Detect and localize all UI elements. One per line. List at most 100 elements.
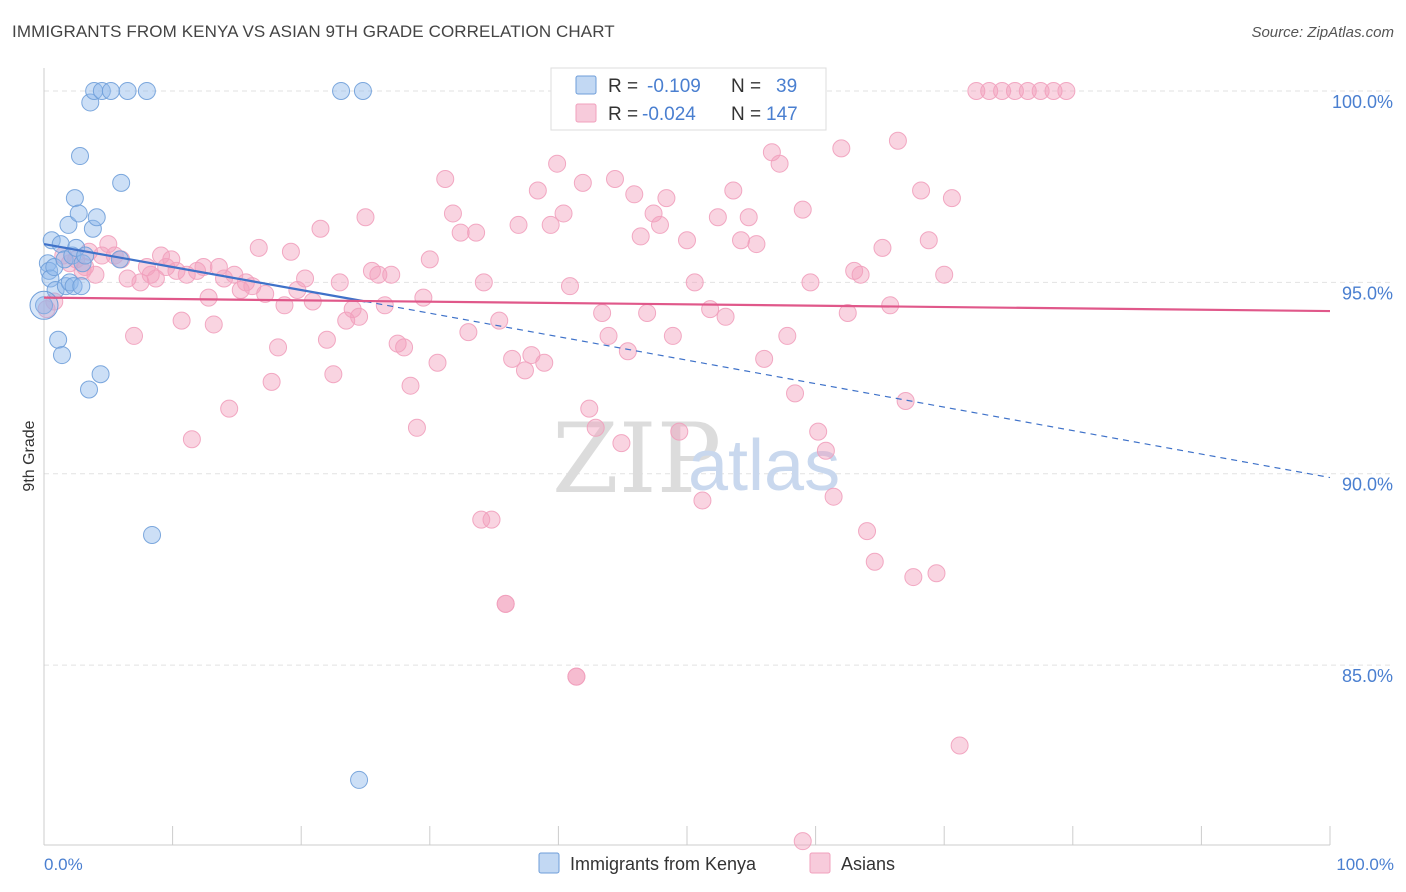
asians-point: [199, 288, 218, 307]
asians-point: [496, 594, 515, 613]
asians-point: [369, 265, 388, 284]
kenya-point: [83, 219, 102, 238]
asians-point: [770, 154, 789, 173]
asians-point: [739, 208, 758, 227]
kenya-point: [92, 81, 111, 100]
asians-point: [693, 491, 712, 510]
asians-point: [330, 273, 349, 292]
x-tick-label-min: 0.0%: [44, 855, 83, 874]
asians-point: [599, 326, 618, 345]
asians-point: [311, 219, 330, 238]
kenya-point: [45, 258, 64, 277]
asians-point: [395, 338, 414, 357]
bottom-legend-swatch-kenya: [538, 852, 560, 874]
asians-point: [172, 311, 191, 330]
asians-point: [204, 315, 223, 334]
kenya-point: [81, 93, 100, 112]
asians-point: [888, 131, 907, 150]
asians-point: [482, 510, 501, 529]
kenya-trend-line-dashed: [365, 300, 1331, 479]
asians-point: [967, 81, 986, 100]
asians-point: [296, 269, 315, 288]
kenya-points: [29, 81, 372, 789]
asians-point: [657, 189, 676, 208]
asians-point: [541, 215, 560, 234]
y-tick-label: 90.0%: [1342, 475, 1393, 495]
asians-point: [503, 349, 522, 368]
kenya-point: [137, 81, 156, 100]
kenya-trend-line-solid: [43, 242, 366, 303]
kenya-point: [143, 525, 162, 544]
asians-point: [927, 564, 946, 583]
kenya-point: [71, 147, 90, 166]
asians-point: [950, 736, 969, 755]
asians-point: [873, 238, 892, 257]
asians-point: [904, 568, 923, 587]
asians-point: [793, 832, 812, 851]
asians-point: [980, 81, 999, 100]
asians-point: [443, 204, 462, 223]
correlation-legend: R = -0.109 N = 39 R = -0.024 N = 147: [550, 67, 827, 131]
kenya-point: [112, 173, 131, 192]
legend-n-label-kenya: N =: [731, 76, 761, 97]
asians-point: [356, 208, 375, 227]
asians-point: [809, 422, 828, 441]
legend-n-value-kenya: 39: [776, 76, 797, 97]
legend-box: [550, 67, 827, 131]
asians-point: [618, 342, 637, 361]
asians-point: [935, 265, 954, 284]
kenya-point: [118, 81, 137, 100]
asians-point: [650, 215, 669, 234]
bottom-legend-label-kenya: Immigrants from Kenya: [570, 854, 757, 874]
asians-point: [1044, 81, 1063, 100]
bottom-legend-label-asians: Asians: [841, 854, 895, 874]
asians-point: [324, 365, 343, 384]
asians-point: [865, 552, 884, 571]
asians-points: [37, 81, 1076, 851]
asians-trend-line: [43, 296, 1331, 313]
legend-r-label-kenya: R =: [608, 76, 638, 97]
asians-point: [912, 181, 931, 200]
asians-point: [490, 311, 509, 330]
asians-point: [256, 284, 275, 303]
asians-point: [747, 235, 766, 254]
asians-point: [509, 215, 528, 234]
watermark: ZIP atlas: [552, 403, 840, 515]
asians-point: [281, 242, 300, 261]
grid-lines: [44, 90, 1394, 666]
asians-point: [560, 277, 579, 296]
asians-point: [472, 510, 491, 529]
watermark-zip: ZIP: [552, 403, 721, 515]
kenya-point: [350, 770, 369, 789]
bottom-legend-swatch-asians: [809, 852, 831, 874]
asians-point: [401, 376, 420, 395]
legend-swatch-kenya: [575, 75, 597, 95]
series-legend: Immigrants from Kenya Asians: [538, 852, 895, 874]
asians-point: [1005, 81, 1024, 100]
asians-point: [317, 330, 336, 349]
asians-point: [459, 323, 478, 342]
source-label: Source: ZipAtlas.com: [1251, 24, 1394, 41]
kenya-point: [53, 346, 72, 365]
legend-r-value-kenya: -0.109: [647, 76, 701, 97]
asians-point: [350, 307, 369, 326]
asians-point: [1031, 81, 1050, 100]
asians-point: [554, 204, 573, 223]
x-tick-label-max: 100.0%: [1336, 855, 1394, 874]
asians-point: [414, 288, 433, 307]
asians-point: [1057, 81, 1076, 100]
x-ticks: [172, 826, 1331, 845]
kenya-point: [72, 277, 91, 296]
kenya-point: [41, 269, 60, 288]
asians-point: [605, 170, 624, 188]
asians-point: [131, 273, 150, 292]
asians-point: [86, 265, 105, 284]
asians-point: [858, 522, 877, 541]
asians-point: [146, 269, 165, 288]
asians-point: [249, 238, 268, 257]
asians-point: [663, 326, 682, 345]
asians-point: [644, 204, 663, 223]
legend-r-value-asians: -0.024: [642, 104, 696, 125]
kenya-point: [353, 81, 372, 100]
asians-point: [732, 231, 751, 250]
